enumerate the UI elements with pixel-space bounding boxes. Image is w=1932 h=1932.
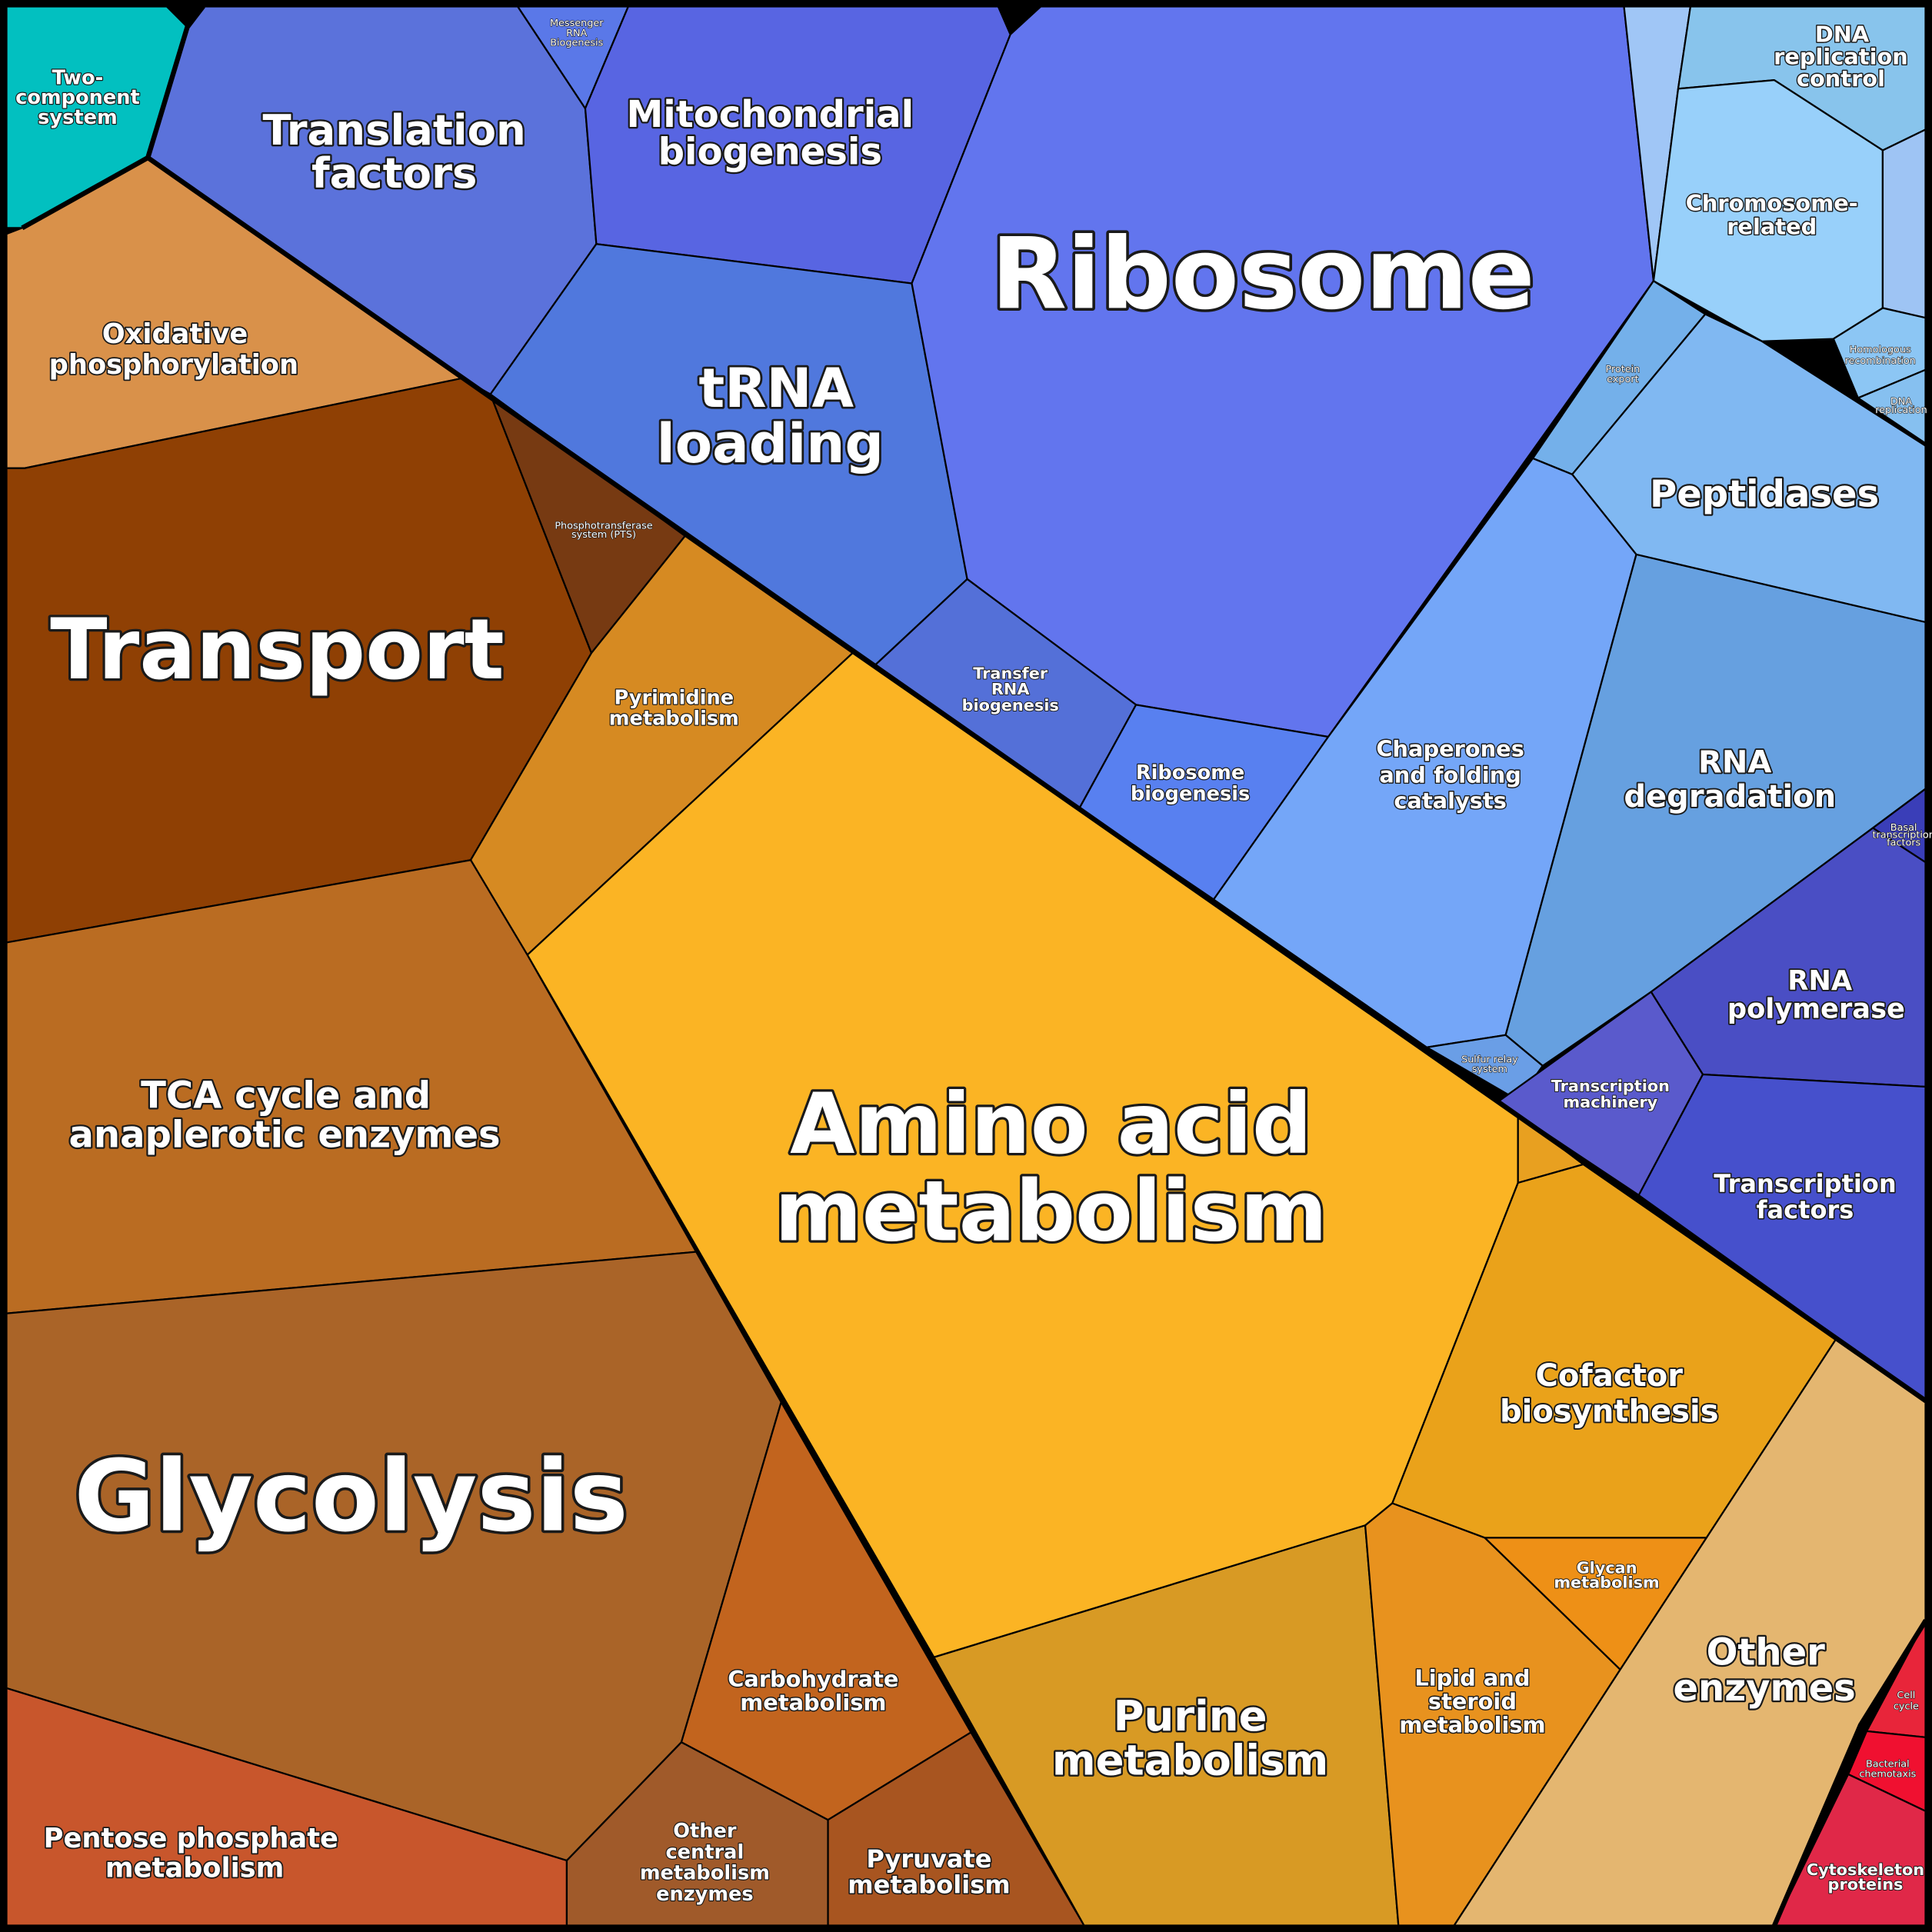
cell-label: system (PTS): [571, 529, 636, 541]
cell-label: biosynthesis: [1500, 1394, 1719, 1430]
cell-label: Phosphotransferase: [555, 521, 652, 532]
cell-label: metabolism: [609, 708, 739, 731]
cell-label: Other: [673, 1820, 737, 1843]
cell-label: Biogenesis: [550, 38, 603, 49]
cell-label: machinery: [1563, 1093, 1657, 1111]
cell-label: proteins: [1828, 1875, 1904, 1894]
cell-label: steroid: [1428, 1688, 1517, 1714]
cell-label: metabolism: [740, 1690, 886, 1716]
cell-label: Transcription: [1714, 1169, 1896, 1198]
cell-label: polymerase: [1727, 994, 1905, 1025]
cell-label: Mitochondrial: [626, 93, 914, 136]
cell-label: metabolism: [105, 1852, 285, 1884]
cells: [5, 5, 1927, 1927]
cell-label: DNA: [1815, 21, 1870, 47]
cell-label: export: [1607, 374, 1638, 385]
cell-label: control: [1797, 65, 1885, 92]
cell-label: Amino acid: [790, 1075, 1312, 1173]
cell-label: replication: [1875, 405, 1927, 416]
cell-label: component: [15, 86, 140, 109]
cell-label: metabolism: [848, 1870, 1010, 1900]
cell-label: Protein: [1605, 364, 1640, 375]
cell-label: Transfer: [973, 664, 1048, 682]
cell-label: biogenesis: [1131, 782, 1250, 805]
cell-label: Pyrimidine: [615, 686, 734, 709]
labels: Two- component system Translation factor…: [15, 17, 1932, 1907]
border: [145, 5, 205, 158]
cell-label: TCA cycle and: [141, 1074, 431, 1117]
cell-label: Lipid and: [1414, 1665, 1530, 1691]
cell-label: recombination: [1845, 355, 1916, 367]
cell-label: biogenesis: [658, 130, 882, 173]
cell-label: Glycan: [1577, 1558, 1637, 1577]
cell-label: degradation: [1624, 779, 1836, 814]
cell-label: Chromosome-: [1686, 190, 1858, 216]
cell-label: Two-: [52, 67, 104, 90]
cell-label: metabolism: [1554, 1574, 1659, 1592]
cell-label: Sulfur relay: [1461, 1054, 1518, 1065]
cell-label: Pentose phosphate: [44, 1823, 338, 1854]
cell-label: Translation: [263, 105, 526, 155]
cell-label: transcription: [1872, 830, 1932, 841]
cell-label: Messenger: [550, 18, 604, 29]
cell-label: system: [38, 106, 118, 129]
cell-label: central: [665, 1840, 744, 1864]
cell-label: DNA: [1890, 396, 1912, 408]
cell-label: Homologous: [1850, 344, 1911, 355]
cell-label: chemotaxis: [1859, 1768, 1916, 1780]
cell-label: anaplerotic enzymes: [68, 1114, 500, 1157]
cell-label: replication: [1774, 43, 1908, 69]
cell-label: metabolism: [1052, 1736, 1328, 1785]
cell-label: Carbohydrate: [728, 1666, 898, 1692]
cell-label: metabolism: [774, 1163, 1327, 1261]
cell-label: enzymes: [1673, 1667, 1855, 1710]
cell-label: Chaperones: [1376, 736, 1524, 762]
cell-label: enzymes: [656, 1883, 754, 1906]
border: [21, 155, 1927, 1404]
cell-label: Ribosome: [991, 217, 1534, 331]
cell-label: metabolism: [1399, 1711, 1545, 1737]
cell-label: Transport: [50, 601, 505, 698]
cell-label: RNA: [1787, 965, 1853, 997]
cell-label: Cofactor: [1536, 1358, 1684, 1394]
group-borders: [21, 5, 1928, 1927]
cell-label: Basal: [1890, 822, 1917, 834]
cell-label: phosphorylation: [49, 349, 298, 381]
cell-label: RNA: [991, 680, 1030, 698]
cell-label: Glycolysis: [74, 1440, 628, 1554]
cell-label: Peptidases: [1650, 473, 1879, 516]
cell-label: Cytoskeleton: [1807, 1860, 1924, 1879]
cell-label: Other: [1707, 1631, 1826, 1674]
cell-label: Bacterial: [1866, 1759, 1910, 1770]
cell-label: system: [1472, 1064, 1507, 1075]
border: [1771, 1618, 1928, 1927]
cell-label: related: [1727, 213, 1817, 239]
cell-label: tRNA: [699, 357, 854, 420]
cell-label: Pyruvate: [866, 1844, 991, 1874]
cell: [1881, 128, 1927, 319]
cell-label: Ribosome: [1136, 761, 1244, 784]
cell-label: metabolism: [640, 1862, 770, 1885]
cell-label: factors: [1757, 1195, 1854, 1224]
cell-label: biogenesis: [962, 696, 1059, 715]
cell-label: loading: [657, 412, 884, 475]
cell-label: Transcription: [1551, 1077, 1670, 1095]
cell-label: Cell: [1897, 1690, 1915, 1701]
cell-label: Oxidative: [102, 318, 248, 350]
cell-label: and folding: [1379, 761, 1521, 788]
cell-label: Purine: [1114, 1691, 1267, 1740]
cell-label: cycle: [1894, 1700, 1919, 1712]
cell: [1426, 1034, 1544, 1101]
cell-label: factors: [1887, 837, 1920, 848]
cell-label: catalysts: [1394, 788, 1507, 814]
cell-label: factors: [311, 148, 477, 198]
cell-label: RNA: [1698, 744, 1771, 780]
cell-label: RNA: [566, 28, 587, 39]
